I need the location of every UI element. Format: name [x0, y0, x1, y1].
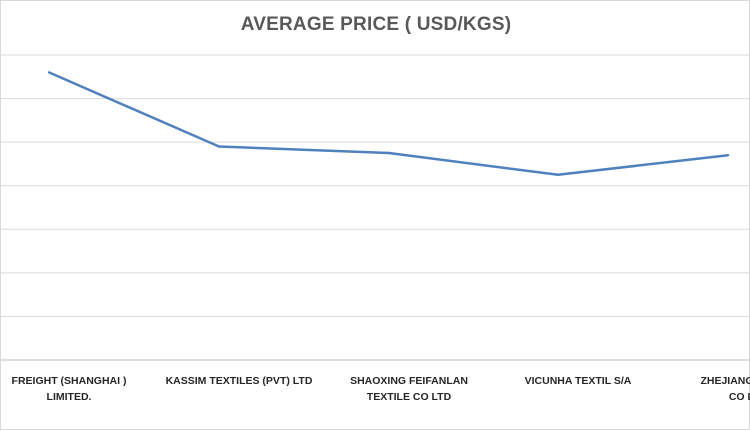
x-tick-label-line: TEXTILE CO LTD: [367, 391, 452, 403]
x-tick-label: KASSIM TEXTILES (PVT) LTD: [166, 375, 313, 387]
x-tick-label-line: SHAOXING FEIFANLAN: [350, 375, 468, 387]
chart-title: AVERAGE PRICE ( USD/KGS): [240, 14, 512, 35]
x-tick-label-line: CO LTD: [729, 391, 750, 403]
x-tick-label: ZHEJIANG XINLAN CO LTD: [700, 375, 750, 403]
data-point: [556, 173, 560, 176]
series-line: [48, 71, 729, 177]
x-tick-label: FREIGHT (SHANGHAI ) LIMITED.: [12, 375, 127, 403]
data-point: [387, 151, 391, 155]
gridlines: [1, 54, 750, 361]
data-point: [217, 145, 221, 148]
x-tick-label-line: ZHEJIANG XINLAN: [700, 375, 750, 387]
data-point: [726, 154, 730, 157]
data-point: [47, 71, 51, 74]
x-tick-label: VICUNHA TEXTIL S/A: [525, 375, 632, 387]
series-lines: [47, 71, 730, 177]
x-tick-label: SHAOXING FEIFANLAN TEXTILE CO LTD: [350, 375, 468, 403]
x-tick-label-line: KASSIM TEXTILES (PVT) LTD: [166, 375, 313, 387]
x-tick-label-line: FREIGHT (SHANGHAI ): [12, 375, 127, 387]
x-tick-label-line: VICUNHA TEXTIL S/A: [525, 375, 632, 387]
x-tick-labels: FREIGHT (SHANGHAI ) LIMITED. KASSIM TEXTIL…: [12, 375, 750, 403]
x-tick-label-line: LIMITED.: [47, 391, 92, 403]
